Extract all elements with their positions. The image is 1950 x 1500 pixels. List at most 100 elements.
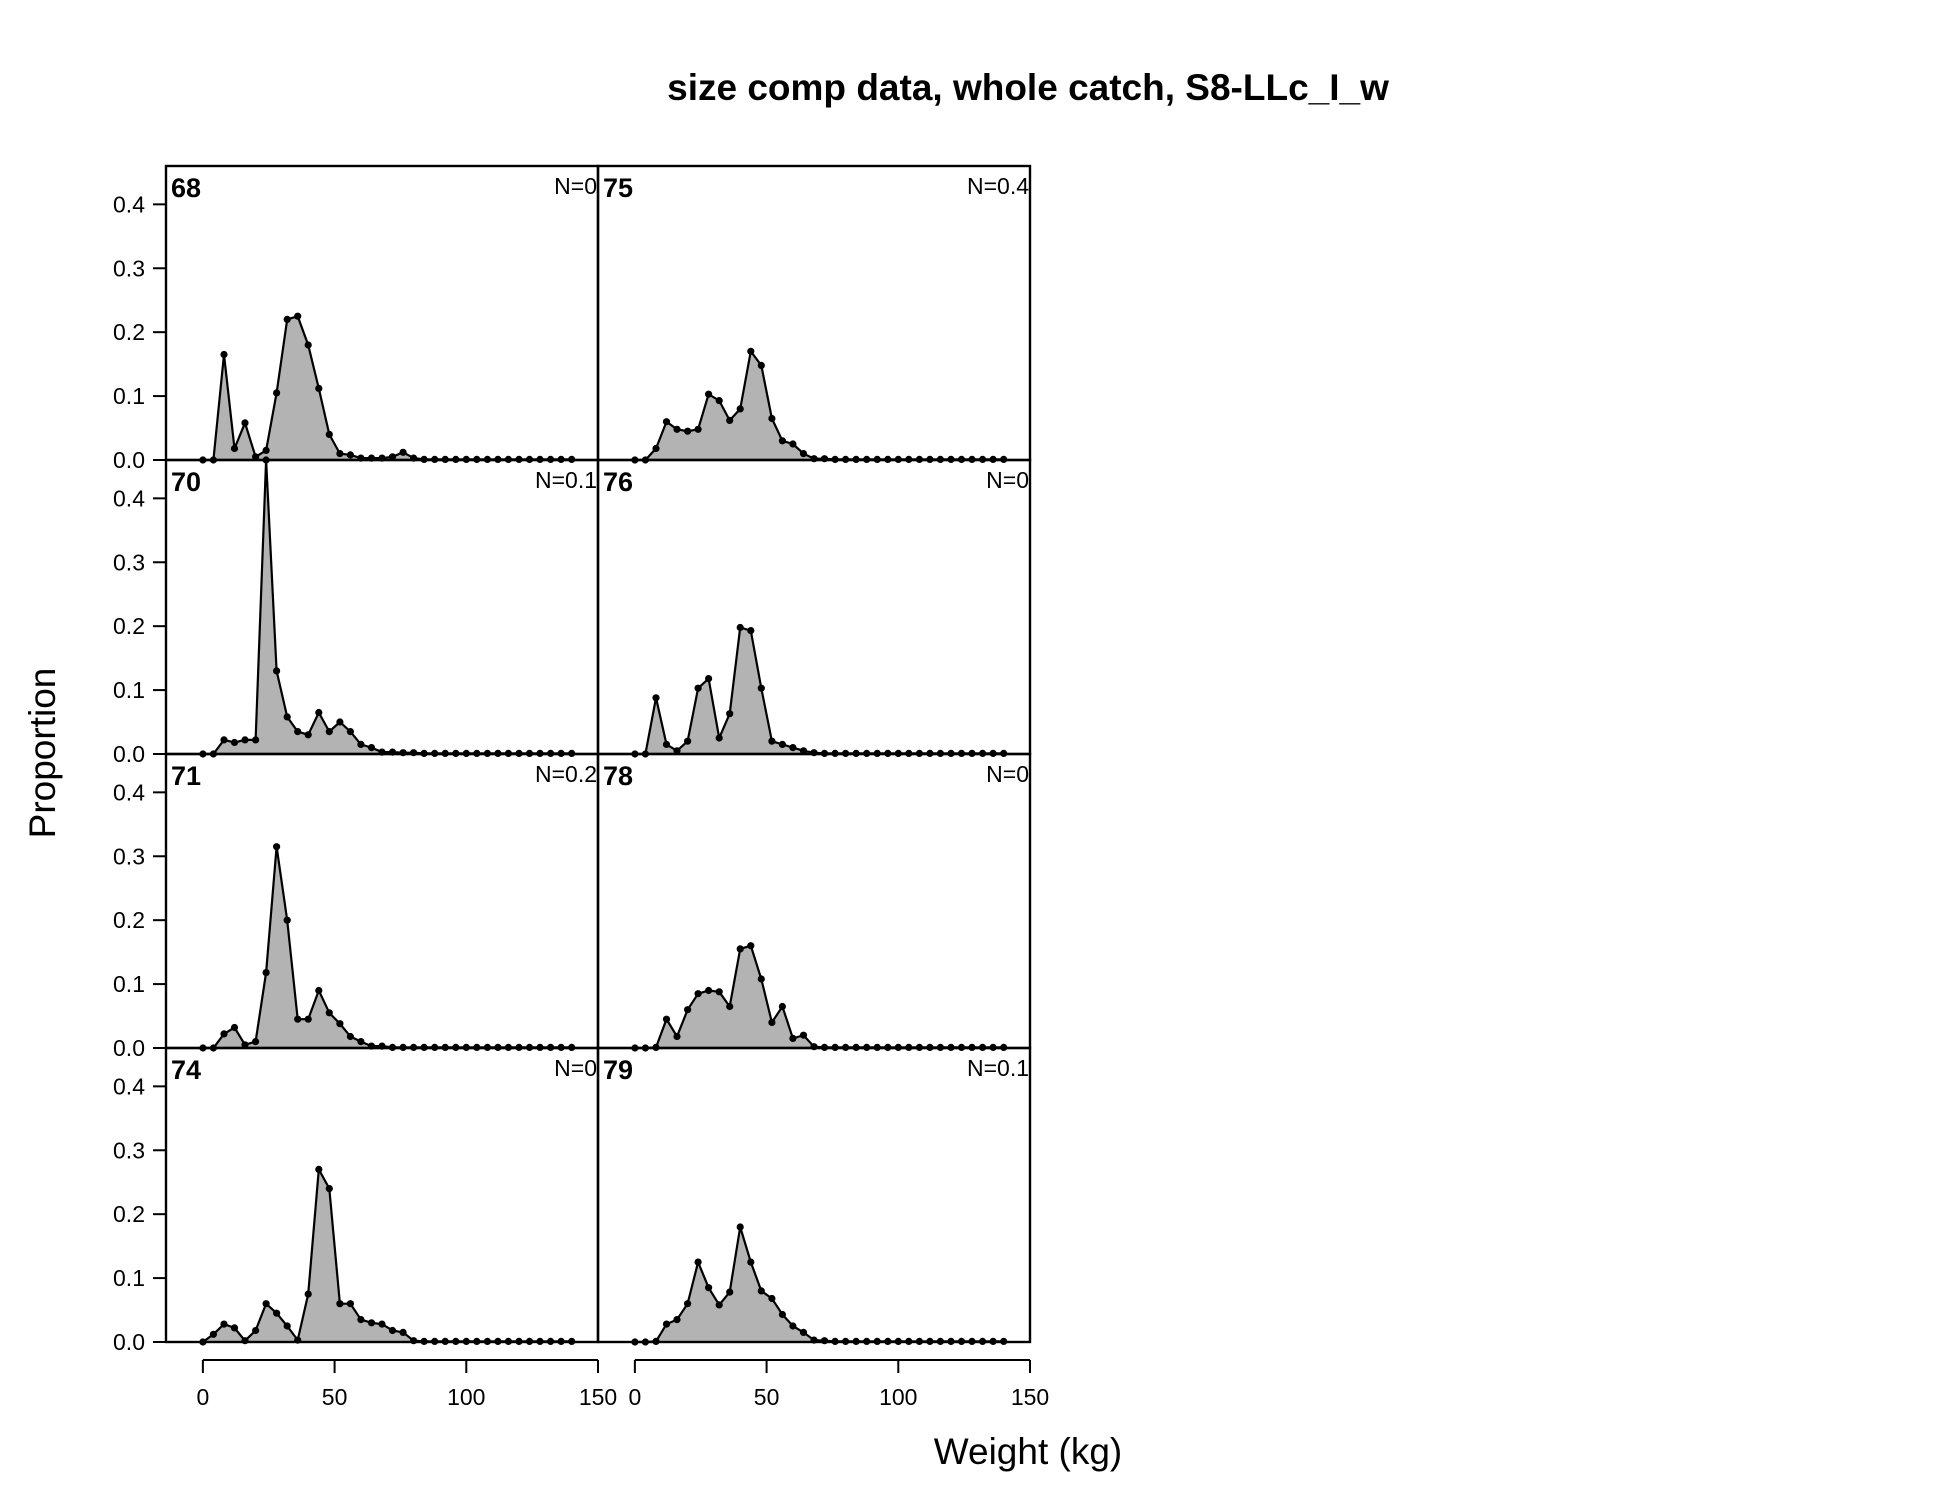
panel-n-label: N=0.1 (967, 1055, 1029, 1081)
data-point (283, 1322, 291, 1330)
panel-n-label: N=0 (554, 1055, 597, 1081)
data-point (304, 731, 312, 739)
data-point (694, 1258, 702, 1266)
data-point (778, 1002, 787, 1011)
x-tick-label: 150 (1011, 1384, 1049, 1410)
y-tick-label: 0.0 (113, 447, 145, 473)
data-point (252, 736, 260, 744)
panel-75: 75 N=0.4 (596, 164, 1032, 464)
y-tick-label: 0.2 (113, 907, 145, 933)
y-tick-label: 0.4 (113, 779, 145, 805)
y-tick-label: 0.2 (113, 1201, 145, 1227)
data-point (367, 1319, 376, 1327)
data-point (252, 1038, 260, 1046)
data-point (220, 350, 228, 359)
panel-79: 79 N=0.1 (596, 1046, 1032, 1346)
data-point (768, 414, 776, 423)
data-point (726, 710, 734, 718)
data-point (694, 990, 702, 998)
data-point (273, 1309, 281, 1317)
y-tick-label: 0.0 (113, 1329, 145, 1355)
data-point (799, 1031, 808, 1039)
panel-year-label: 76 (603, 467, 633, 497)
data-point (662, 740, 671, 749)
data-point (315, 708, 323, 717)
chart-title: size comp data, whole catch, S8-LLc_I_w (667, 67, 1389, 108)
data-point (252, 453, 260, 461)
series-area-74 (202, 1169, 572, 1342)
data-point (662, 1320, 671, 1328)
data-point (388, 1326, 397, 1335)
data-point (273, 389, 281, 397)
data-point (294, 728, 302, 736)
data-point (336, 718, 344, 726)
data-point (694, 425, 702, 433)
data-point (705, 986, 713, 995)
data-point (336, 450, 344, 458)
data-point (325, 430, 333, 438)
series-area-78 (634, 945, 1004, 1048)
data-point (262, 446, 270, 454)
data-point (357, 1038, 365, 1046)
series-line-74 (202, 1165, 572, 1343)
panel-frame (164, 1046, 600, 1344)
data-point (768, 1018, 776, 1026)
panel-70: 70 N=0.1 (164, 456, 600, 758)
y-tick-label: 0.4 (113, 191, 145, 217)
data-point (283, 315, 291, 323)
y-tick-label: 0.1 (113, 383, 145, 409)
y-tick-label: 0.3 (113, 1137, 145, 1163)
data-point (747, 627, 755, 635)
data-point (662, 418, 671, 426)
data-point (262, 969, 270, 977)
series-line-71 (202, 846, 572, 1050)
data-point (325, 1185, 333, 1193)
panel-year-label: 79 (603, 1055, 633, 1085)
data-point (789, 1034, 797, 1042)
data-point (757, 684, 765, 692)
series-area-79 (634, 1227, 1004, 1342)
data-point (694, 684, 702, 692)
y-tick-label: 0.3 (113, 549, 145, 575)
data-point (736, 623, 744, 632)
y-tick-label: 0.1 (113, 971, 145, 997)
panel-68: 68 N=0 (164, 164, 600, 464)
data-point (378, 1320, 386, 1328)
data-point (705, 675, 713, 683)
data-point (789, 440, 797, 448)
data-point (747, 1258, 755, 1266)
data-point (357, 1316, 365, 1324)
data-point (673, 1032, 681, 1041)
data-point (757, 361, 765, 369)
data-point (715, 397, 723, 405)
data-point (652, 694, 660, 702)
data-point (410, 749, 418, 757)
data-point (399, 1328, 407, 1336)
y-tick-label: 0.3 (113, 843, 145, 869)
data-point (367, 744, 376, 752)
data-point (778, 740, 787, 749)
x-tick-label: 150 (579, 1384, 617, 1410)
data-point (346, 1032, 354, 1041)
panel-n-label: N=0 (554, 173, 597, 199)
data-point (283, 713, 291, 721)
data-point (220, 1030, 228, 1038)
y-tick-label: 0.1 (113, 1265, 145, 1291)
data-point (799, 1328, 808, 1336)
x-tick-label: 50 (322, 1384, 348, 1410)
data-point (252, 1326, 260, 1335)
data-point (304, 341, 312, 349)
data-point (684, 737, 692, 745)
y-axis-title: Proportion (22, 668, 63, 839)
data-point (673, 1316, 681, 1324)
panel-frame (596, 752, 1032, 1050)
data-point (726, 1288, 734, 1296)
y-tick-label: 0.4 (113, 1073, 145, 1099)
data-point (652, 444, 660, 453)
x-tick-label: 100 (447, 1384, 485, 1410)
data-point (768, 737, 776, 745)
panel-frame (596, 164, 1032, 462)
series-area-75 (634, 351, 1004, 460)
panel-frame (596, 458, 1032, 756)
